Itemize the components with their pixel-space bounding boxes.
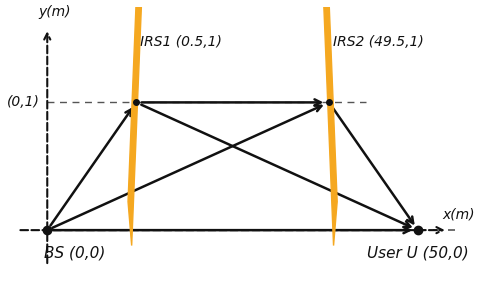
Text: x(m): x(m) (442, 207, 475, 221)
Text: IRS2 (49.5,1): IRS2 (49.5,1) (333, 35, 424, 49)
Text: y(m): y(m) (39, 5, 71, 19)
Polygon shape (128, 0, 145, 246)
Text: User U (50,0): User U (50,0) (367, 245, 469, 260)
Polygon shape (321, 0, 337, 246)
Text: BS (0,0): BS (0,0) (43, 245, 105, 260)
Text: IRS1 (0.5,1): IRS1 (0.5,1) (140, 35, 222, 49)
Text: (0,1): (0,1) (6, 95, 40, 109)
